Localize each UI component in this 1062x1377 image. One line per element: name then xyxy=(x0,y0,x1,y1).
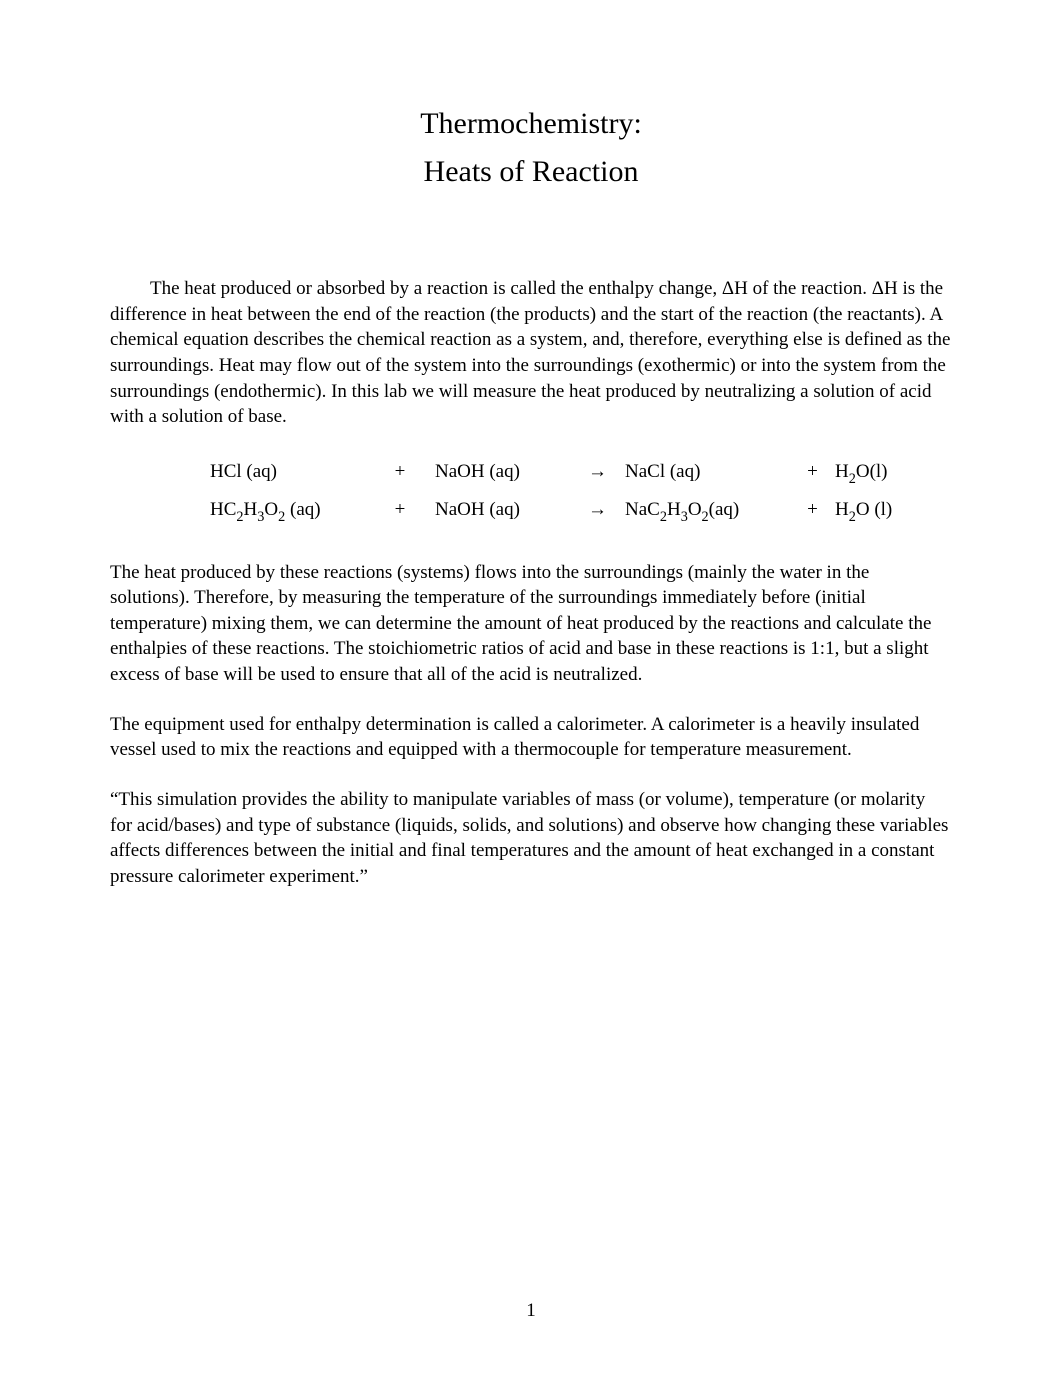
plus-sign: + xyxy=(365,492,435,530)
plus-sign: + xyxy=(790,492,835,530)
eq1-product-2: H2O(l) xyxy=(835,454,925,492)
equations-block: HCl (aq) + NaOH (aq) → NaCl (aq) + H2O(l… xyxy=(110,454,952,530)
paragraph-calorimeter: The equipment used for enthalpy determin… xyxy=(110,712,952,763)
paragraph-heat-flow: The heat produced by these reactions (sy… xyxy=(110,560,952,688)
eq2-reactant-1: HC2H3O2 (aq) xyxy=(210,492,365,530)
eq1-product-1: NaCl (aq) xyxy=(625,454,790,492)
plus-sign: + xyxy=(365,454,435,492)
paragraph-intro: The heat produced or absorbed by a react… xyxy=(110,276,952,430)
page-number: 1 xyxy=(0,1300,1062,1322)
title-block: Thermochemistry: Heats of Reaction xyxy=(110,100,952,196)
eq2-product-1: NaC2H3O2(aq) xyxy=(625,492,790,530)
arrow-icon: → xyxy=(570,454,625,492)
eq1-reactant-1: HCl (aq) xyxy=(210,454,365,492)
arrow-icon: → xyxy=(570,492,625,530)
paragraph-simulation-quote: “This simulation provides the ability to… xyxy=(110,787,952,890)
title-line-1: Thermochemistry: xyxy=(110,100,952,148)
equation-row-1: HCl (aq) + NaOH (aq) → NaCl (aq) + H2O(l… xyxy=(110,454,952,492)
equation-row-2: HC2H3O2 (aq) + NaOH (aq) → NaC2H3O2(aq) … xyxy=(110,492,952,530)
eq1-reactant-2: NaOH (aq) xyxy=(435,454,570,492)
title-line-2: Heats of Reaction xyxy=(110,148,952,196)
plus-sign: + xyxy=(790,454,835,492)
eq2-reactant-2: NaOH (aq) xyxy=(435,492,570,530)
eq2-product-2: H2O (l) xyxy=(835,492,925,530)
